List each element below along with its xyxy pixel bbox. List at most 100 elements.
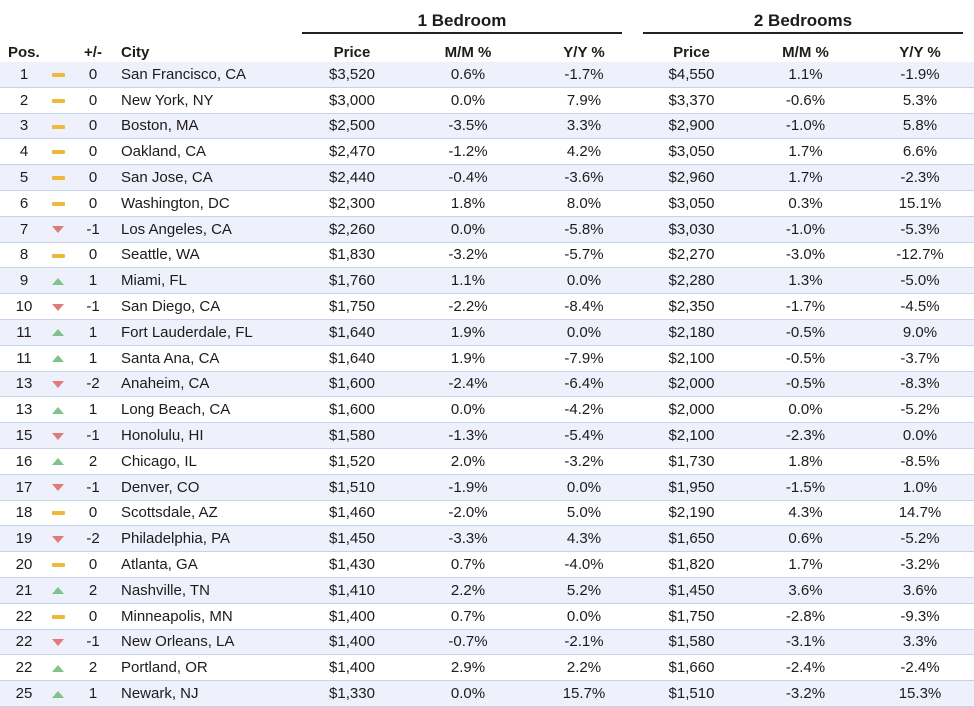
rank-up-triangle-icon <box>52 329 64 337</box>
cell-yy-2br: -5.3% <box>866 216 974 243</box>
cell-change: 1 <box>68 345 118 372</box>
cell-yy-1br: -2.1% <box>530 629 638 656</box>
cell-yy-2br: -8.3% <box>866 371 974 398</box>
cell-yy-1br: -5.7% <box>530 242 638 269</box>
rank-unchanged-dash-icon <box>51 176 65 181</box>
cell-yy-1br: 2.2% <box>530 654 638 682</box>
cell-mm-2br: 0.6% <box>745 525 866 553</box>
cell-mm-2br: -3.0% <box>745 242 866 269</box>
cell-change: -1 <box>68 629 118 656</box>
cell-mm-2br: -1.5% <box>745 474 866 501</box>
cell-price-1br: $1,460 <box>298 500 406 527</box>
cell-yy-2br: -1.9% <box>866 62 974 88</box>
cell-indicator <box>48 422 68 449</box>
rank-unchanged-dash-icon <box>51 98 65 103</box>
cell-yy-1br: -1.7% <box>530 62 638 88</box>
cell-price-2br: $2,000 <box>638 371 745 398</box>
cell-yy-1br: 8.0% <box>530 190 638 217</box>
cell-mm-2br: -1.0% <box>745 113 866 140</box>
cell-yy-1br: 0.0% <box>530 474 638 501</box>
cell-pos: 17 <box>0 474 48 501</box>
cell-yy-1br: -4.2% <box>530 396 638 424</box>
table-row: 8 0 Seattle, WA $1,830 -3.2% -5.7% $2,270 -3.0%… <box>0 242 974 269</box>
header-row: Pos. +/- City Price M/M % Y/Y % Price M/… <box>0 37 974 62</box>
cell-mm-2br: 1.1% <box>745 62 866 88</box>
cell-indicator <box>48 113 68 140</box>
cell-yy-1br: 7.9% <box>530 87 638 114</box>
cell-pos: 16 <box>0 448 48 475</box>
cell-price-2br: $2,350 <box>638 293 745 320</box>
cell-change: -1 <box>68 293 118 320</box>
cell-yy-2br: 5.8% <box>866 113 974 140</box>
table-row: 19 -2 Philadelphia, PA $1,450 -3.3% 4.3% $1,65… <box>0 525 974 553</box>
table-row: 17 -1 Denver, CO $1,510 -1.9% 0.0% $1,950 -1.5%… <box>0 474 974 501</box>
cell-price-1br: $1,430 <box>298 551 406 578</box>
group-underline-2-bedrooms <box>643 32 963 34</box>
cell-city: Oakland, CA <box>118 138 298 166</box>
cell-price-2br: $1,660 <box>638 654 745 682</box>
cell-yy-1br: 3.3% <box>530 113 638 140</box>
cell-mm-2br: 1.3% <box>745 267 866 295</box>
cell-change: 0 <box>68 113 118 140</box>
cell-change: 0 <box>68 551 118 578</box>
cell-change: 1 <box>68 396 118 424</box>
cell-city: Miami, FL <box>118 267 298 295</box>
cell-price-1br: $1,330 <box>298 680 406 707</box>
cell-mm-1br: -1.3% <box>406 422 530 449</box>
cell-city: Long Beach, CA <box>118 396 298 424</box>
cell-yy-1br: -4.0% <box>530 551 638 578</box>
cell-price-1br: $2,470 <box>298 138 406 166</box>
cell-mm-1br: 0.7% <box>406 551 530 578</box>
rank-up-triangle-icon <box>52 664 64 672</box>
cell-city: Santa Ana, CA <box>118 345 298 372</box>
cell-price-1br: $1,400 <box>298 654 406 682</box>
cell-indicator <box>48 164 68 191</box>
cell-pos: 21 <box>0 577 48 604</box>
cell-change: 1 <box>68 319 118 346</box>
cell-city: Boston, MA <box>118 113 298 140</box>
cell-yy-2br: -8.5% <box>866 448 974 475</box>
cell-change: 0 <box>68 603 118 630</box>
cell-pos: 11 <box>0 345 48 372</box>
cell-mm-1br: -3.3% <box>406 525 530 553</box>
cell-pos: 15 <box>0 422 48 449</box>
rank-unchanged-dash-icon <box>51 72 65 77</box>
cell-yy-1br: 4.2% <box>530 138 638 166</box>
cell-indicator <box>48 525 68 553</box>
table-row: 13 1 Long Beach, CA $1,600 0.0% -4.2% $2,000 0.… <box>0 396 974 424</box>
cell-pos: 6 <box>0 190 48 217</box>
cell-pos: 22 <box>0 603 48 630</box>
cell-price-1br: $1,750 <box>298 293 406 320</box>
cell-yy-1br: 0.0% <box>530 319 638 346</box>
cell-pos: 22 <box>0 629 48 656</box>
table-row: 22 2 Portland, OR $1,400 2.9% 2.2% $1,660 -2.4%… <box>0 654 974 682</box>
cell-yy-2br: 15.1% <box>866 190 974 217</box>
cell-mm-2br: 1.7% <box>745 551 866 578</box>
cell-indicator <box>48 500 68 527</box>
cell-yy-1br: -7.9% <box>530 345 638 372</box>
header-yy-2br: Y/Y % <box>899 44 941 61</box>
rank-unchanged-dash-icon <box>51 253 65 258</box>
table-row: 22 0 Minneapolis, MN $1,400 0.7% 0.0% $1,750 -2… <box>0 603 974 630</box>
cell-price-2br: $3,030 <box>638 216 745 243</box>
cell-pos: 2 <box>0 87 48 114</box>
cell-city: San Diego, CA <box>118 293 298 320</box>
cell-mm-1br: -1.9% <box>406 474 530 501</box>
table-row: 21 2 Nashville, TN $1,410 2.2% 5.2% $1,450 3.6%… <box>0 577 974 604</box>
cell-city: Seattle, WA <box>118 242 298 269</box>
cell-yy-1br: -3.6% <box>530 164 638 191</box>
table-row: 22 -1 New Orleans, LA $1,400 -0.7% -2.1% $1,58… <box>0 629 974 656</box>
cell-mm-2br: -3.1% <box>745 629 866 656</box>
cell-mm-1br: 0.7% <box>406 603 530 630</box>
cell-city: Newark, NJ <box>118 680 298 707</box>
rank-down-triangle-icon <box>52 380 64 388</box>
header-pos: Pos. <box>8 44 40 61</box>
cell-mm-1br: 0.0% <box>406 87 530 114</box>
cell-city: New York, NY <box>118 87 298 114</box>
cell-city: New Orleans, LA <box>118 629 298 656</box>
cell-price-1br: $1,510 <box>298 474 406 501</box>
cell-mm-1br: -0.4% <box>406 164 530 191</box>
cell-mm-2br: 0.3% <box>745 190 866 217</box>
cell-yy-1br: 0.0% <box>530 603 638 630</box>
cell-mm-2br: 1.7% <box>745 138 866 166</box>
